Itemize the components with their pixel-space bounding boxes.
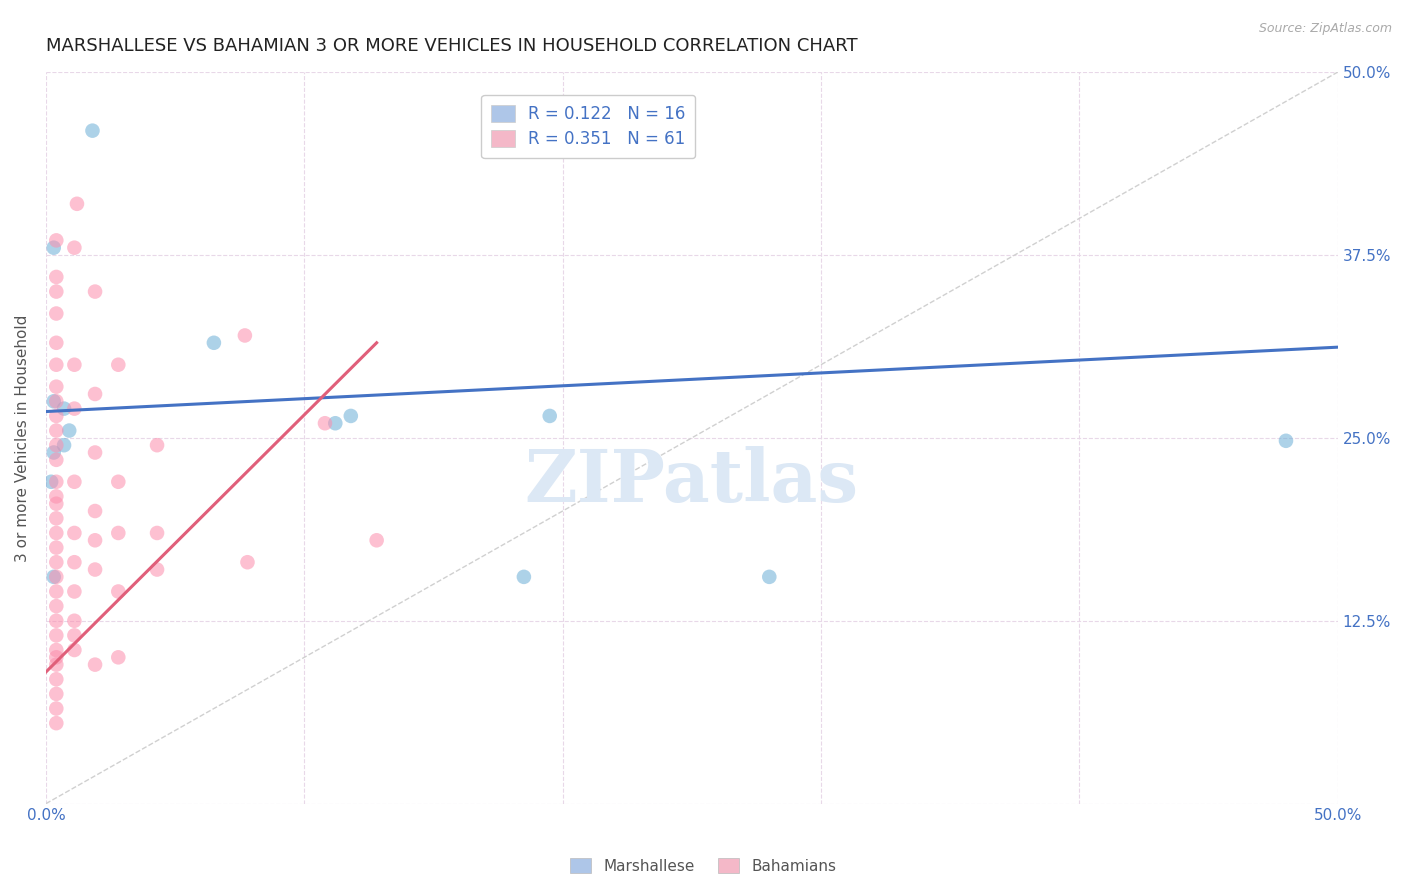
Point: [314, 416, 336, 430]
Point: [538, 409, 561, 423]
Point: [107, 650, 129, 665]
Point: [45, 584, 67, 599]
Point: [82, 123, 104, 137]
Point: [323, 416, 346, 430]
Text: Source: ZipAtlas.com: Source: ZipAtlas.com: [1258, 22, 1392, 36]
Point: [45, 233, 67, 247]
Point: [84, 563, 107, 577]
Point: [84, 387, 107, 401]
Point: [45, 438, 67, 452]
Point: [45, 657, 67, 672]
Point: [45, 511, 67, 525]
Point: [45, 525, 67, 540]
Point: [45, 394, 67, 409]
Point: [45, 673, 67, 687]
Point: [146, 438, 169, 452]
Y-axis label: 3 or more Vehicles in Household: 3 or more Vehicles in Household: [15, 314, 30, 562]
Point: [45, 358, 67, 372]
Point: [53, 401, 76, 416]
Point: [45, 643, 67, 657]
Point: [84, 533, 107, 548]
Point: [513, 570, 536, 584]
Point: [63, 643, 86, 657]
Point: [63, 555, 86, 569]
Point: [45, 285, 67, 299]
Point: [45, 335, 67, 350]
Point: [45, 452, 67, 467]
Point: [63, 584, 86, 599]
Point: [63, 358, 86, 372]
Point: [45, 687, 67, 701]
Point: [45, 379, 67, 393]
Point: [84, 504, 107, 518]
Point: [146, 563, 169, 577]
Point: [45, 489, 67, 503]
Point: [45, 541, 67, 555]
Point: [45, 701, 67, 715]
Point: [45, 599, 67, 614]
Point: [45, 716, 67, 731]
Point: [58, 424, 80, 438]
Point: [63, 475, 86, 489]
Point: [45, 306, 67, 320]
Point: [45, 269, 67, 284]
Point: [236, 555, 259, 569]
Point: [45, 650, 67, 665]
Point: [45, 570, 67, 584]
Point: [107, 525, 129, 540]
Point: [53, 438, 76, 452]
Point: [39, 475, 62, 489]
Point: [1275, 434, 1298, 448]
Point: [63, 241, 86, 255]
Point: [366, 533, 388, 548]
Point: [84, 445, 107, 459]
Point: [45, 424, 67, 438]
Point: [66, 196, 89, 211]
Point: [63, 628, 86, 642]
Point: [758, 570, 780, 584]
Legend: Marshallese, Bahamians: Marshallese, Bahamians: [564, 852, 842, 880]
Point: [107, 358, 129, 372]
Point: [107, 584, 129, 599]
Text: MARSHALLESE VS BAHAMIAN 3 OR MORE VEHICLES IN HOUSEHOLD CORRELATION CHART: MARSHALLESE VS BAHAMIAN 3 OR MORE VEHICL…: [46, 37, 858, 55]
Point: [42, 241, 65, 255]
Point: [42, 394, 65, 409]
Point: [84, 657, 107, 672]
Point: [63, 614, 86, 628]
Point: [107, 475, 129, 489]
Point: [45, 409, 67, 423]
Point: [45, 628, 67, 642]
Point: [202, 335, 225, 350]
Point: [233, 328, 256, 343]
Point: [45, 497, 67, 511]
Point: [45, 555, 67, 569]
Point: [42, 445, 65, 459]
Text: ZIPatlas: ZIPatlas: [524, 446, 859, 517]
Point: [45, 475, 67, 489]
Point: [340, 409, 363, 423]
Point: [146, 525, 169, 540]
Legend: R = 0.122   N = 16, R = 0.351   N = 61: R = 0.122 N = 16, R = 0.351 N = 61: [481, 95, 696, 158]
Point: [84, 285, 107, 299]
Point: [42, 570, 65, 584]
Point: [45, 614, 67, 628]
Point: [63, 525, 86, 540]
Point: [63, 401, 86, 416]
